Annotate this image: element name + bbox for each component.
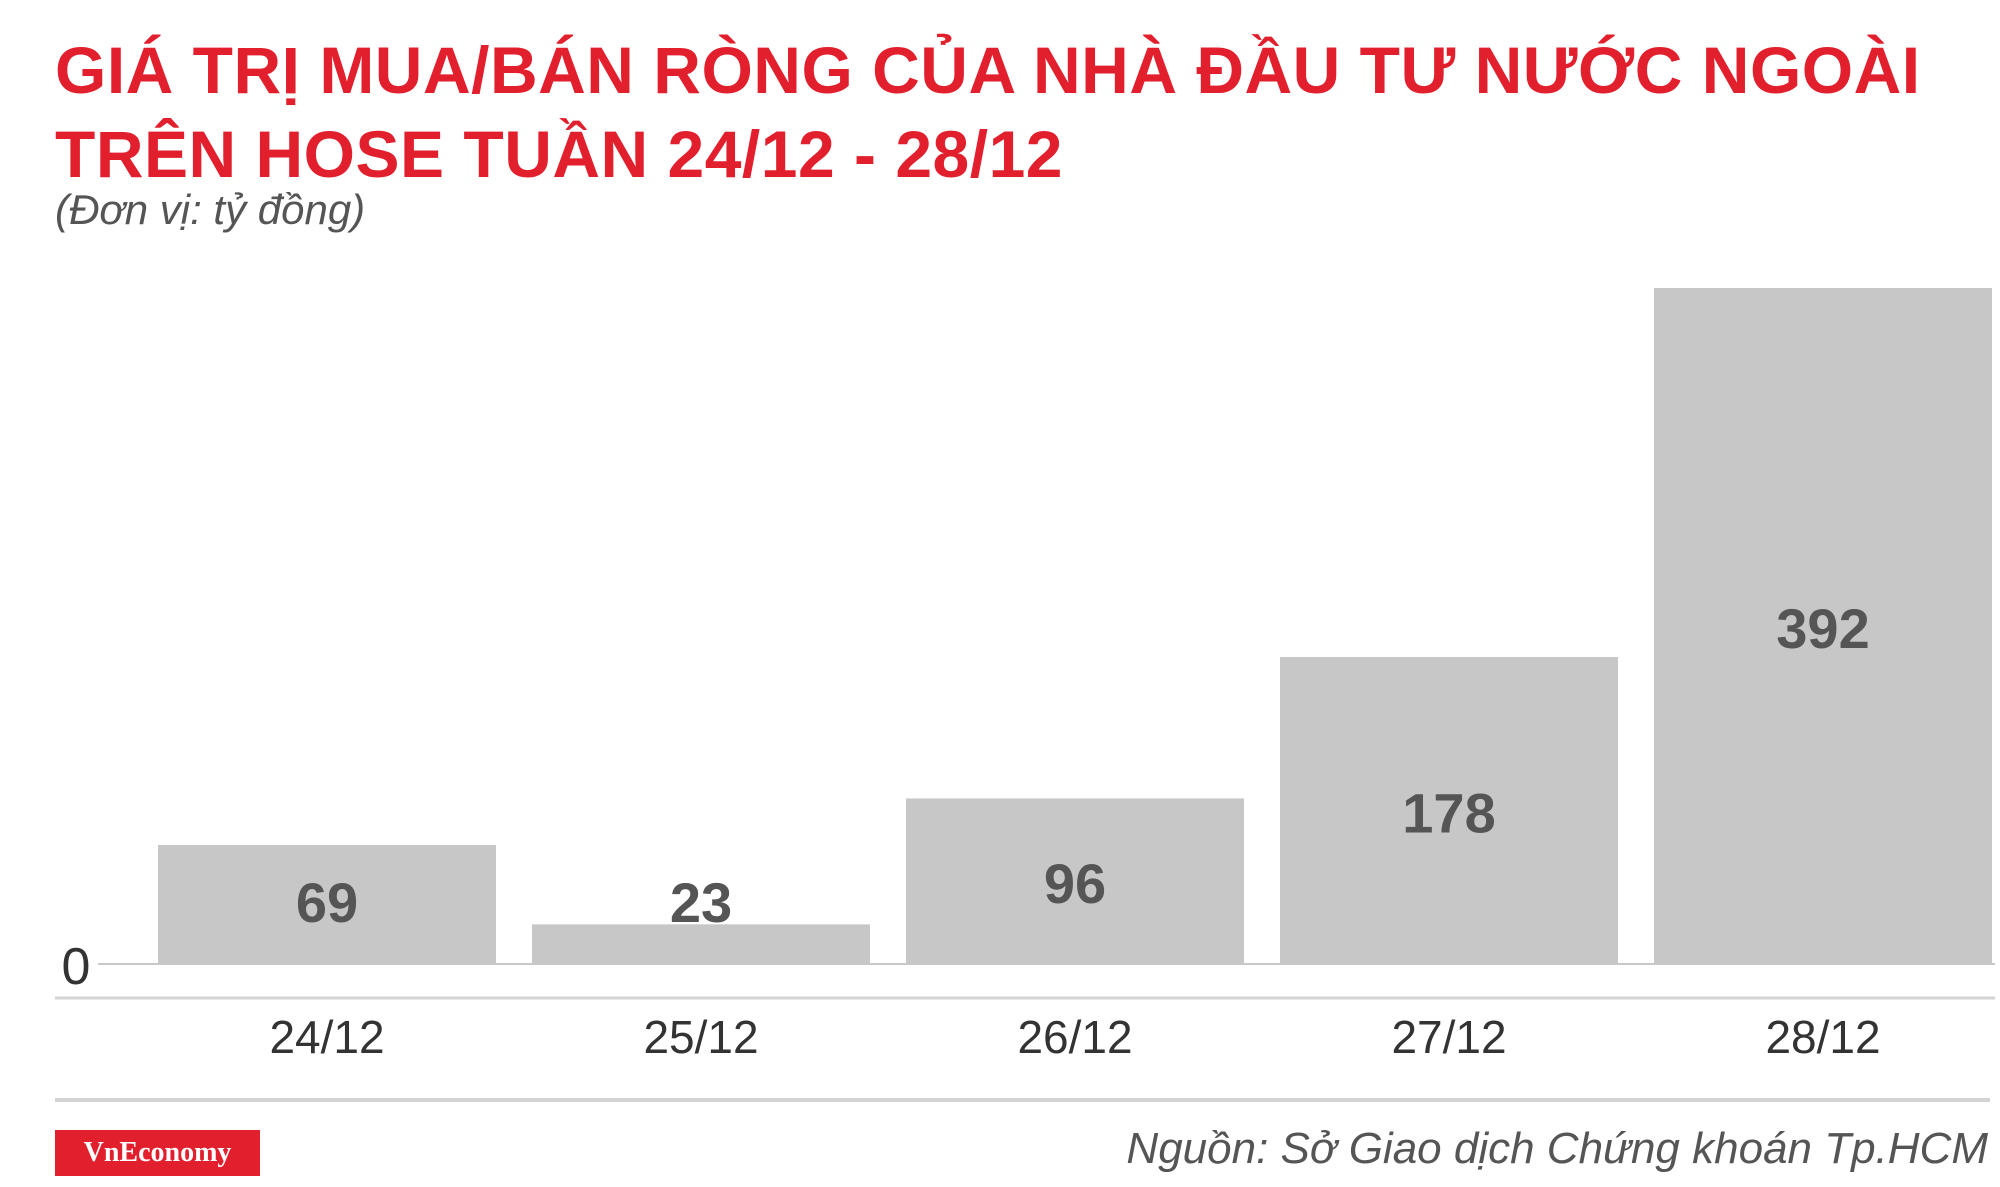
data-label: 96 <box>1044 852 1106 915</box>
data-label: 178 <box>1402 782 1495 845</box>
data-label: 69 <box>296 871 358 934</box>
x-tick-label: 24/12 <box>269 1011 384 1063</box>
x-tick-label: 26/12 <box>1017 1011 1132 1063</box>
source-note: Nguồn: Sở Giao dịch Chứng khoán Tp.HCM <box>1126 1124 1988 1173</box>
x-tick-label: 25/12 <box>643 1011 758 1063</box>
bar-27-12 <box>1280 657 1618 964</box>
x-tick-labels-group: 24/12 25/12 26/12 27/12 28/12 <box>269 1011 1880 1063</box>
x-tick-label: 28/12 <box>1765 1011 1880 1063</box>
bars-group <box>158 288 1992 964</box>
bar-28-12 <box>1654 288 1992 964</box>
chart-title-line1: GIÁ TRỊ MUA/BÁN RÒNG CỦA NHÀ ĐẦU TƯ NƯỚC… <box>55 33 1921 107</box>
x-tick-label: 27/12 <box>1391 1011 1506 1063</box>
chart-title-line2: TRÊN HOSE TUẦN 24/12 - 28/12 <box>55 117 1063 191</box>
footer-divider <box>55 1098 1990 1102</box>
unit-label: (Đơn vị: tỷ đồng) <box>55 186 366 233</box>
data-label: 392 <box>1776 597 1869 660</box>
data-label: 23 <box>670 871 732 934</box>
bar-26-12 <box>906 798 1244 964</box>
chart-title: GIÁ TRỊ MUA/BÁN RÒNG CỦA NHÀ ĐẦU TƯ NƯỚC… <box>55 28 1955 196</box>
bar-24-12 <box>158 845 496 964</box>
y-tick-label: 0 <box>62 938 91 996</box>
bar-25-12 <box>532 924 870 964</box>
value-labels-group: 69 23 96 178 392 <box>296 597 1870 934</box>
vneconomy-logo: VnEconomy <box>55 1130 260 1176</box>
